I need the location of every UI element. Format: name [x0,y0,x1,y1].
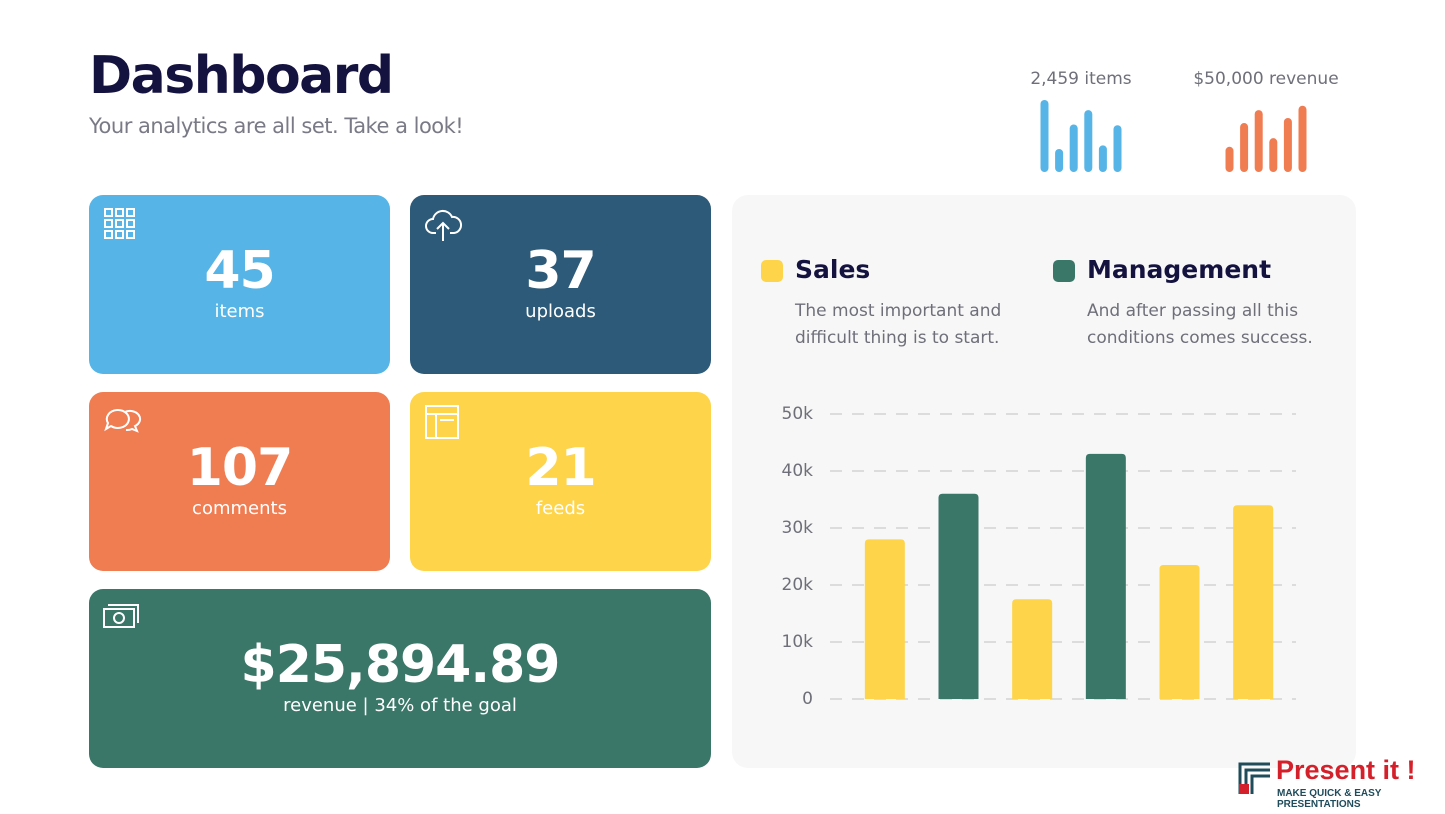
mini-bar [1269,138,1278,172]
card: 21 feeds [410,392,711,571]
grid-icon [104,208,135,239]
mini-chart-title: 2,459 items [1030,69,1131,89]
legend-description: And after passing all this conditions co… [1087,301,1313,348]
subtitle: Your analytics are all set. Take a look! [89,114,464,138]
card-value: 45 [204,241,275,301]
mini-bar [1055,148,1064,172]
mini-chart-title: $50,000 revenue [1193,69,1338,89]
logo-name: Present it ! [1276,755,1416,785]
mini-bar [1240,123,1249,172]
mini-bar [1254,110,1263,172]
legend-label: Management [1087,255,1272,284]
mini-bar [1098,145,1107,172]
card-label: comments [192,498,287,519]
title: Dashboard [89,46,394,106]
legend-label: Sales [795,255,871,284]
card: 37 uploads [410,195,711,374]
card-value: $25,894.89 [240,635,561,695]
upload-icon [425,209,463,241]
card: 45 items [89,195,390,374]
card-value: 107 [186,438,294,498]
legend-swatch [1053,260,1075,282]
card: $25,894.89 revenue | 34% of the goal [89,589,711,768]
logo-tagline: MAKE QUICK & EASY PRESENTATIONS [1277,788,1382,810]
card: 107 comments [89,392,390,571]
logo-icon [1238,762,1270,794]
money-icon [103,604,139,628]
mini-bar [1225,146,1234,172]
mini-bar [1298,105,1307,172]
mini-charts: 2,459 items $50,000 revenue [1030,69,1339,172]
mini-bar [1113,125,1122,172]
comment-icon [104,408,142,433]
card-value: 37 [525,241,596,301]
layout-icon [425,405,459,439]
card-label: uploads [525,301,596,322]
mini-bar [1283,118,1292,172]
mini-bar [1040,100,1049,172]
legend-swatch [761,260,783,282]
legend-description: The most important and difficult thing i… [795,301,1002,348]
mini-bar [1069,124,1078,172]
card-label: revenue | 34% of the goal [283,695,517,716]
card-label: items [214,301,265,322]
card-value: 21 [525,438,596,498]
card-label: feeds [535,498,586,519]
mini-bar [1084,110,1093,172]
